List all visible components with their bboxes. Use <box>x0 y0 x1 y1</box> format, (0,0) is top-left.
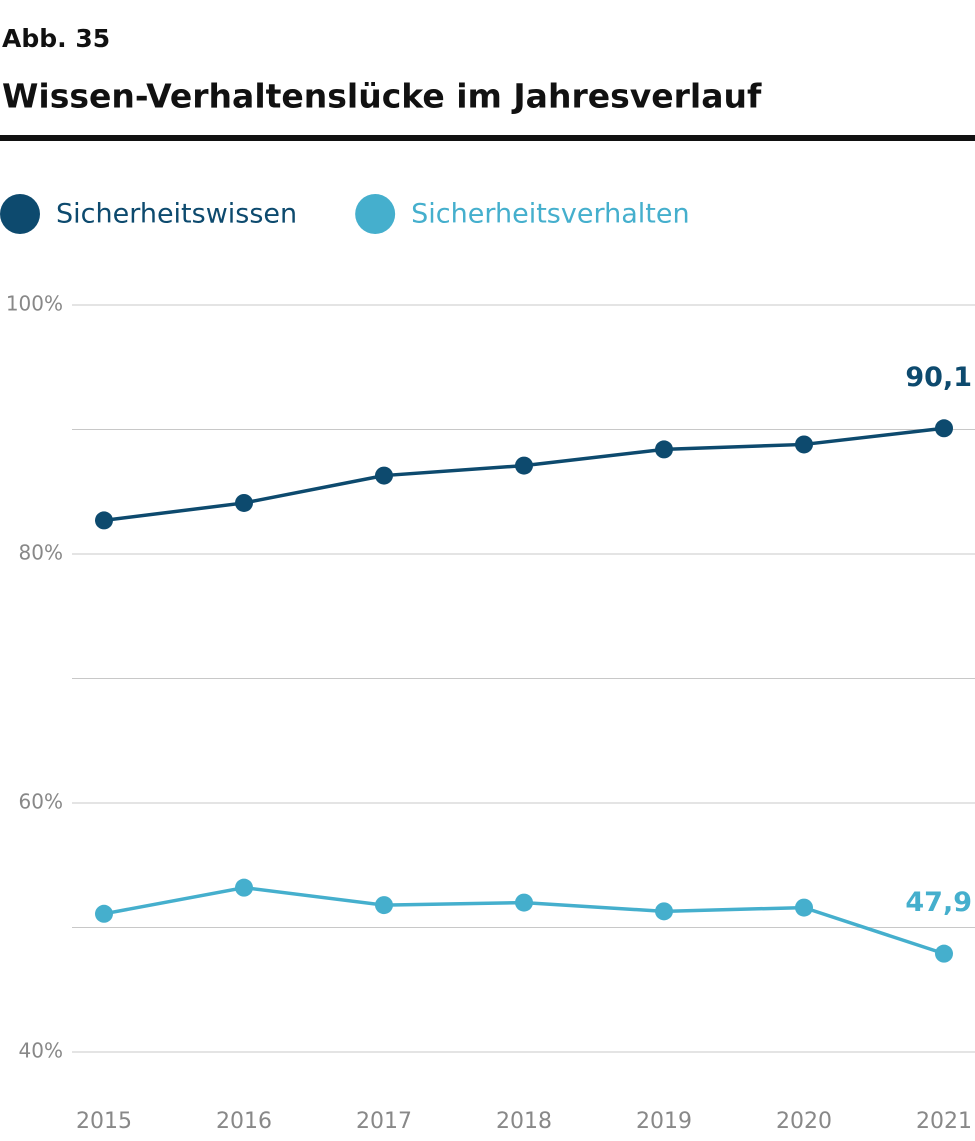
x-tick-label: 2015 <box>76 1109 132 1134</box>
legend-label: Sicherheitswissen <box>56 199 297 230</box>
data-label: 47,9 <box>905 887 972 918</box>
data-point <box>795 435 813 454</box>
x-tick-label: 2017 <box>356 1109 412 1134</box>
data-point <box>655 902 673 921</box>
data-point <box>655 440 673 459</box>
y-tick-label: 40% <box>19 1039 63 1063</box>
x-tick-label: 2018 <box>496 1109 552 1134</box>
legend-marker <box>0 194 40 234</box>
data-point <box>375 896 393 915</box>
data-label: 90,1 <box>905 362 972 393</box>
y-tick-label: 60% <box>19 790 63 814</box>
legend-label: Sicherheitsverhalten <box>411 199 689 230</box>
figure-label: Abb. 35 <box>2 24 110 53</box>
legend-marker <box>355 194 396 234</box>
data-point <box>935 419 953 438</box>
data-point <box>95 511 113 530</box>
x-tick-label: 2020 <box>776 1109 832 1134</box>
data-point <box>935 944 953 963</box>
data-point <box>515 893 533 912</box>
y-tick-label: 80% <box>19 541 63 565</box>
y-tick-label: 100% <box>6 292 63 316</box>
x-tick-label: 2019 <box>636 1109 692 1134</box>
data-point <box>95 904 113 923</box>
data-point <box>235 493 253 512</box>
data-point <box>375 466 393 485</box>
data-point <box>795 898 813 917</box>
x-tick-label: 2021 <box>916 1109 972 1134</box>
x-tick-label: 2016 <box>216 1109 272 1134</box>
data-point <box>235 878 253 897</box>
chart-title: Wissen-Verhaltenslücke im Jahresverlauf <box>2 77 762 116</box>
title-rule <box>0 135 975 141</box>
data-point <box>515 456 533 475</box>
